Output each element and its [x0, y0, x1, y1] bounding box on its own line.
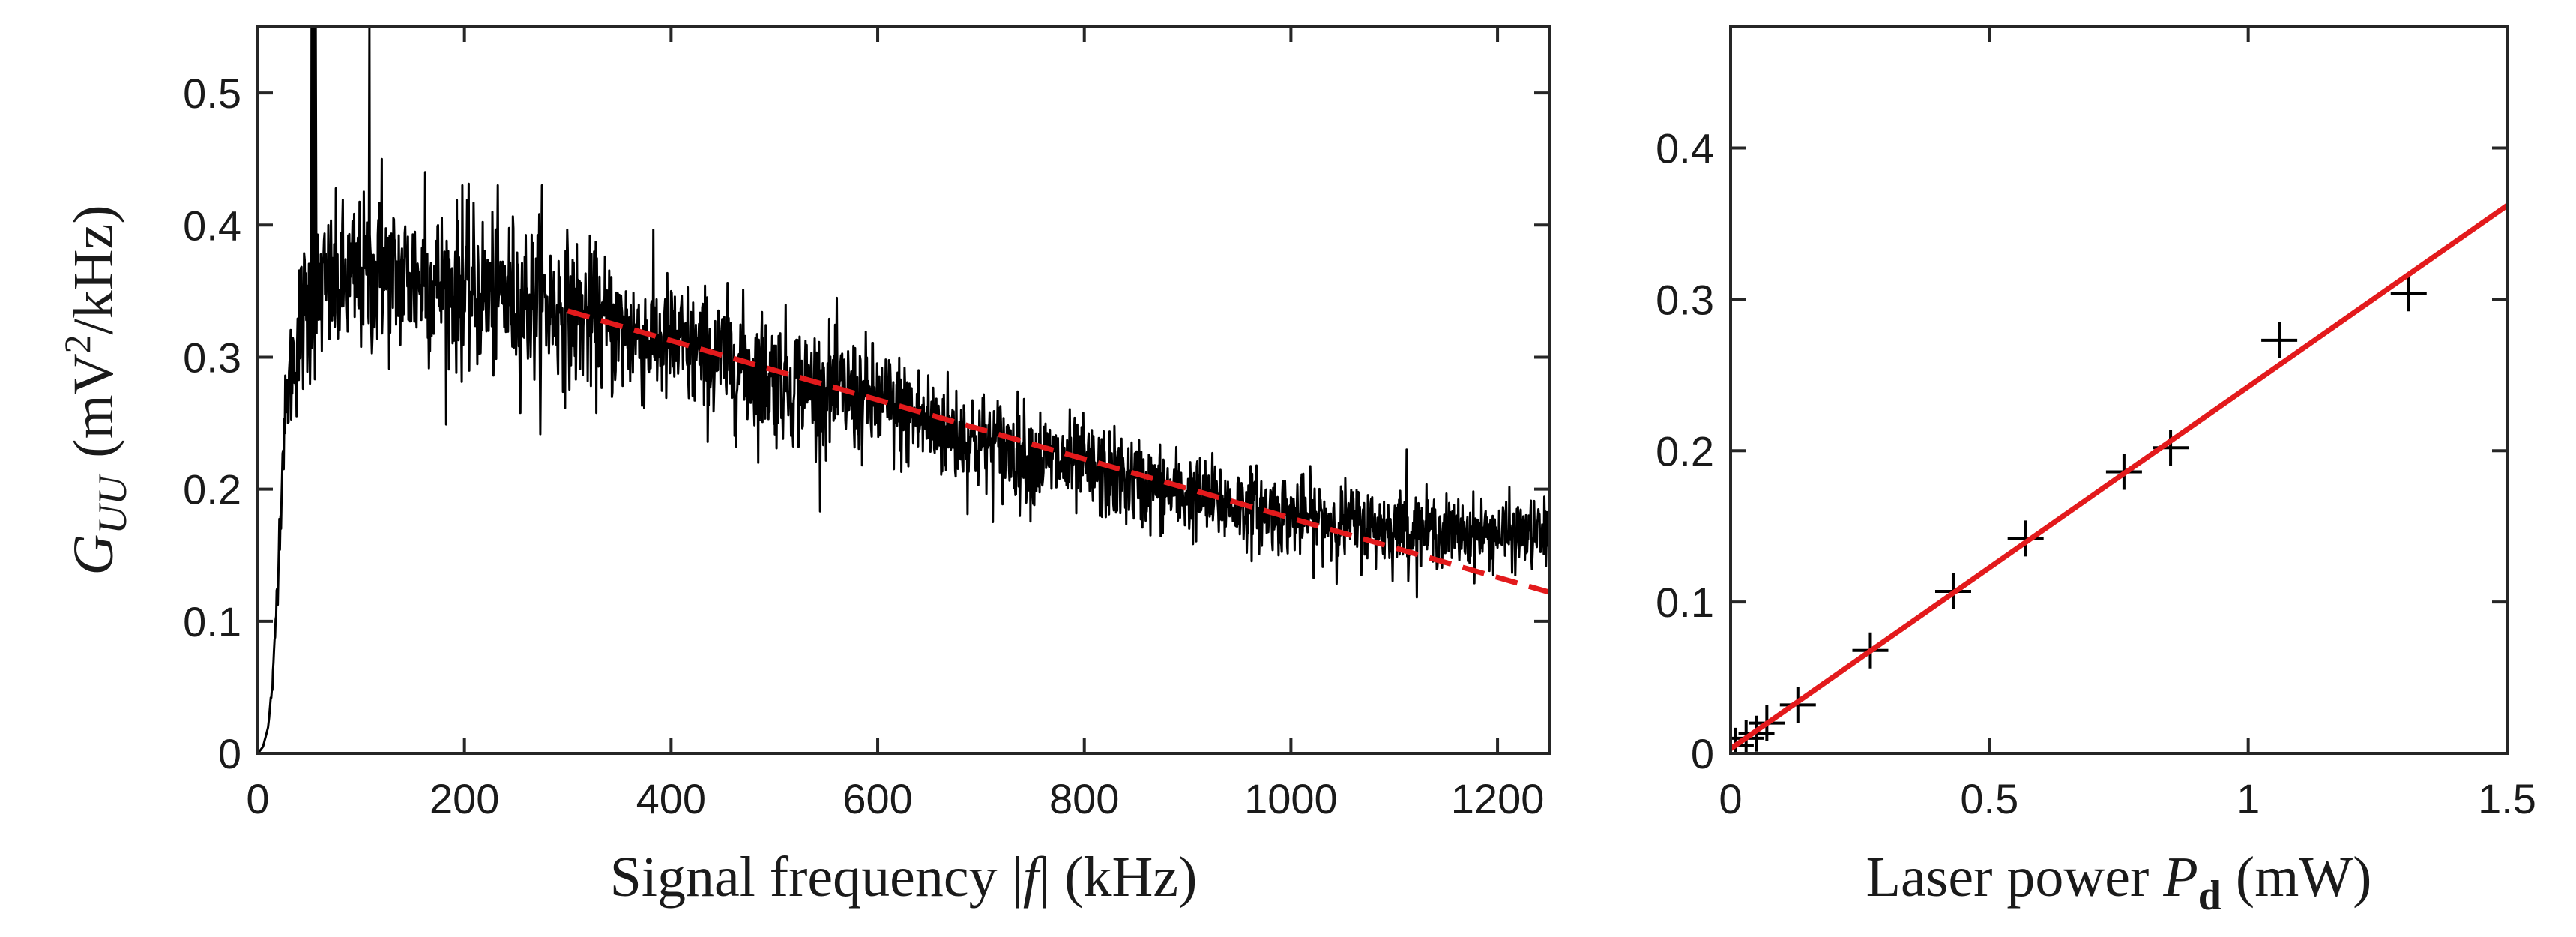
right-plot-area: [1731, 203, 2507, 753]
y-tick-label: 0.2: [183, 466, 241, 513]
y-tick-label: 0: [218, 730, 241, 777]
y-tick-label: 0.2: [1656, 427, 1714, 474]
left-xlabel-prefix: Signal frequency |: [610, 846, 1023, 909]
x-tick-label: 600: [842, 775, 912, 822]
x-tick-label: 1.5: [2478, 775, 2536, 822]
y-tick-label: 0: [1691, 730, 1714, 777]
right-axes-frame: [1729, 25, 2509, 755]
y-tick-label: 0.4: [1656, 125, 1714, 172]
right-chart-panel: 0 0.1 0.2 0.3 0.4 0 0.5 1 1.5 Laser power Pd (m…: [1656, 25, 2536, 919]
right-xlabel-sub: d: [2198, 873, 2221, 919]
right-xlabel-suffix: (mW): [2221, 846, 2371, 909]
x-tick-label: 400: [636, 775, 706, 822]
data-point-marker: [2007, 520, 2044, 557]
x-tick-label: 1000: [1244, 775, 1338, 822]
left-ylabel-sub: UU: [90, 474, 135, 534]
left-ylabel-unit-open: (mV: [62, 353, 125, 457]
right-y-ticks: 0 0.1 0.2 0.3 0.4: [1656, 125, 2507, 777]
left-xlabel-suffix: | (kHz): [1039, 846, 1197, 909]
left-chart-panel: 0 0.1 0.2 0.3 0.4 0.5 0 200 400 600 800 1000 1200 S…: [56, 25, 1551, 909]
x-tick-label: 0: [1719, 775, 1742, 822]
x-tick-label: 1200: [1451, 775, 1545, 822]
y-tick-label: 0.1: [1656, 579, 1714, 626]
y-tick-label: 0.3: [1656, 276, 1714, 323]
left-y-axis-label: GUU (mV2/kHz): [56, 205, 135, 575]
x-tick-label: 1: [2236, 775, 2260, 822]
left-ylabel-sup: 2: [56, 334, 98, 353]
right-x-ticks: 0 0.5 1 1.5: [1719, 27, 2536, 822]
x-tick-label: 0.5: [1960, 775, 2018, 822]
data-point-marker: [2390, 275, 2427, 312]
y-tick-label: 0.5: [183, 70, 241, 117]
spectrum-line: [258, 27, 1549, 753]
x-tick-label: 200: [429, 775, 499, 822]
right-xlabel-prefix: Laser power: [1866, 846, 2164, 909]
y-tick-label: 0.3: [183, 334, 241, 381]
left-x-ticks: 0 200 400 600 800 1000 1200: [246, 27, 1544, 822]
fit-line: [1731, 203, 2507, 751]
y-tick-label: 0.1: [183, 598, 241, 645]
right-x-axis-label: Laser power Pd (mW): [1866, 846, 2372, 919]
x-tick-label: 800: [1049, 775, 1119, 822]
left-plot-area: [258, 27, 1549, 753]
left-ylabel-var: G: [62, 534, 125, 576]
left-y-ticks: 0 0.1 0.2 0.3 0.4 0.5: [183, 70, 1549, 777]
left-x-axis-label: Signal frequency |f| (kHz): [610, 846, 1198, 909]
left-axes-frame: [256, 25, 1551, 755]
x-tick-label: 0: [246, 775, 269, 822]
data-point-marker: [2261, 322, 2298, 358]
left-ylabel-unit-close: /kHz): [62, 205, 125, 334]
y-tick-label: 0.4: [183, 202, 241, 249]
right-xlabel-var: P: [2162, 846, 2198, 909]
